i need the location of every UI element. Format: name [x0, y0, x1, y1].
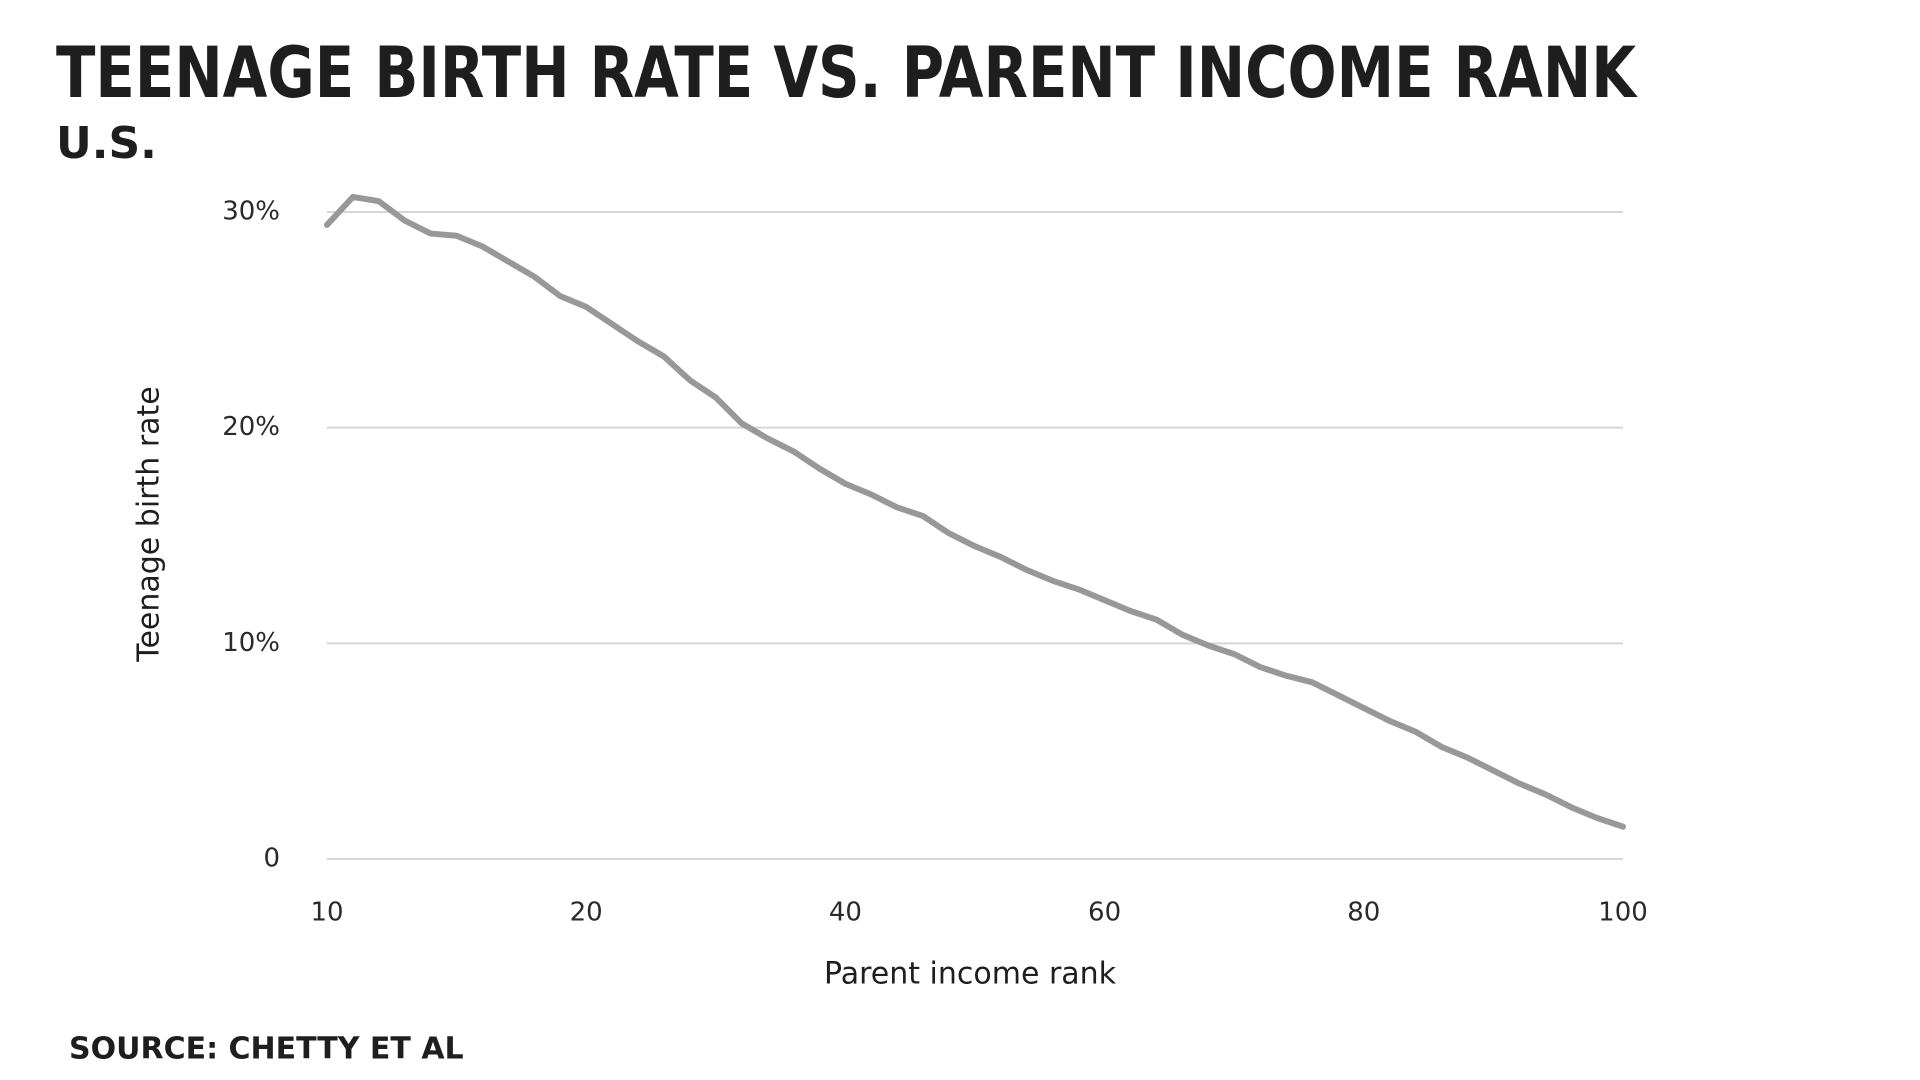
x-axis-label: Parent income rank [824, 957, 1117, 992]
y-tick-label: 0 [263, 844, 280, 874]
chart-subtitle: U.S. [56, 118, 157, 169]
y-tick-label: 30% [222, 197, 280, 227]
x-tick-label: 40 [829, 898, 862, 928]
y-tick-label: 10% [222, 628, 280, 658]
x-tick-label: 100 [1598, 898, 1648, 928]
x-tick-label: 20 [570, 898, 603, 928]
x-tick-label: 80 [1347, 898, 1380, 928]
source-note: SOURCE: CHETTY ET AL [69, 1032, 464, 1067]
x-tick-label: 10 [310, 898, 343, 928]
x-tick-label: 60 [1088, 898, 1121, 928]
y-tick-label: 20% [222, 412, 280, 442]
y-axis-label: Teenage birth rate [132, 386, 167, 663]
chart-title: TEENAGE BIRTH RATE VS. PARENT INCOME RAN… [56, 32, 1638, 114]
data-line [324, 193, 1626, 830]
